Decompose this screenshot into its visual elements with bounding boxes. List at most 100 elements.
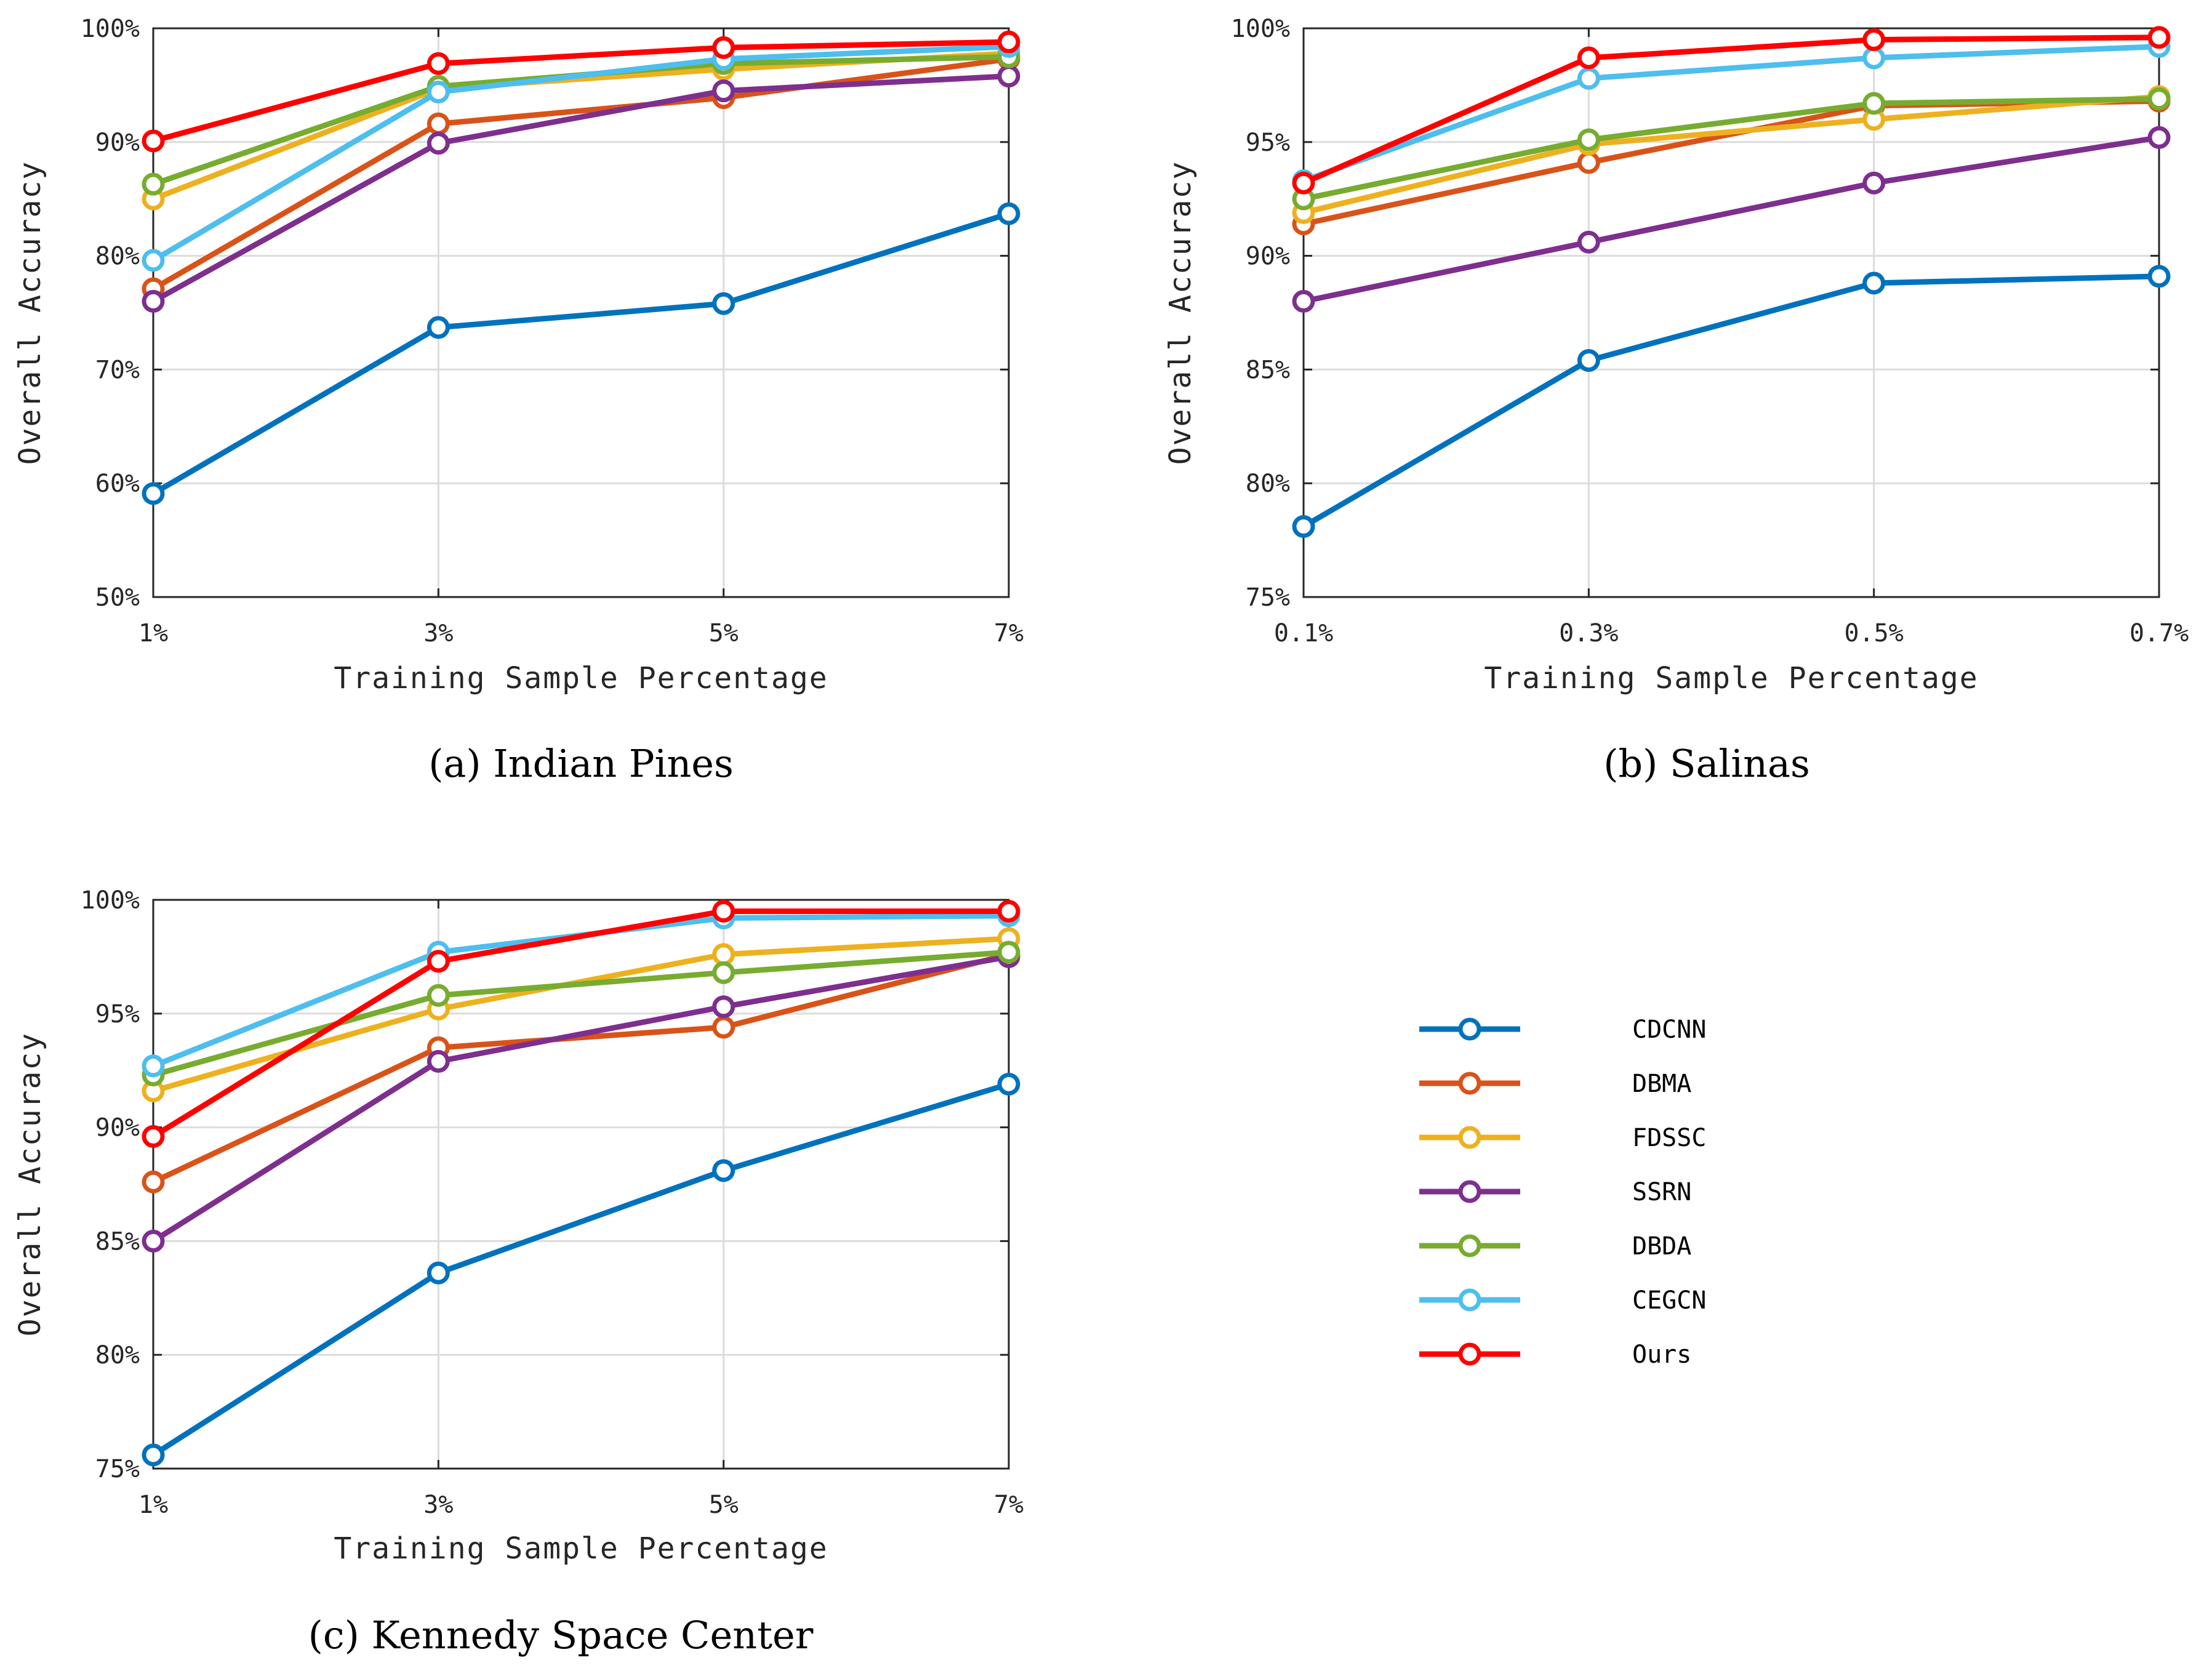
series-cegcn xyxy=(1292,35,2171,193)
series-dbda xyxy=(142,940,1020,1087)
series-line xyxy=(1302,94,2160,215)
series-ours xyxy=(142,899,1020,1148)
x-axis-label: Training Sample Percentage xyxy=(334,661,828,696)
data-point xyxy=(142,1170,165,1193)
legend-label: SSRN xyxy=(1632,1178,1691,1206)
data-point xyxy=(1862,271,1886,295)
series-dbma xyxy=(142,47,1020,300)
x-tick-label: 0.3% xyxy=(1559,619,1618,648)
data-point xyxy=(142,249,165,272)
x-tick-label: 7% xyxy=(994,619,1024,648)
x-tick-label: 0.7% xyxy=(2130,619,2189,648)
x-tick-label: 0.5% xyxy=(1845,619,1904,648)
legend: CDCNN DBMA FDSSC SSRN DBDA CEGCN Ours xyxy=(1419,1016,1706,1369)
legend-label: CEGCN xyxy=(1632,1286,1706,1315)
series-cdcnn xyxy=(142,202,1020,505)
y-axis-label: Overall Accuracy xyxy=(13,161,47,465)
chart-panel-3: 75% 80% 85% 90% 95% 100% 1% 3% 5% 7% Training Samp… xyxy=(13,886,1024,1658)
data-point xyxy=(142,1054,165,1078)
legend-entry-cdcnn: CDCNN xyxy=(1419,1016,1706,1044)
data-point xyxy=(427,1049,450,1073)
series-cegcn xyxy=(142,904,1020,1078)
series-ssrn xyxy=(142,945,1020,1253)
y-tick-label: 100% xyxy=(1231,15,1290,43)
y-tick-label: 95% xyxy=(1246,129,1290,157)
panel-caption: (a) Indian Pines xyxy=(428,741,734,786)
y-tick-label: 50% xyxy=(95,583,140,612)
series-line xyxy=(1302,34,2160,186)
data-point xyxy=(997,30,1020,54)
data-point xyxy=(427,52,450,75)
data-point xyxy=(142,129,165,153)
data-point xyxy=(2147,26,2171,49)
data-point xyxy=(142,172,165,196)
data-point xyxy=(1577,66,1600,90)
series-ssrn xyxy=(1292,126,2171,313)
series-cdcnn xyxy=(1292,265,2171,538)
legend-swatch-marker xyxy=(1458,1180,1481,1203)
series-line xyxy=(1302,273,2160,529)
data-point xyxy=(712,899,735,923)
series-line xyxy=(151,908,1009,1139)
data-point xyxy=(712,943,735,966)
x-tick-label: 5% xyxy=(709,1491,739,1519)
x-tick-label: 3% xyxy=(423,619,453,648)
panel-caption: (b) Salinas xyxy=(1603,741,1810,786)
series-line xyxy=(152,39,1009,144)
x-tick-label: 1% xyxy=(138,1491,168,1519)
data-point xyxy=(1577,349,1600,372)
data-point xyxy=(427,112,450,135)
data-point xyxy=(712,36,735,59)
legend-entry-ssrn: SSRN xyxy=(1419,1178,1691,1206)
data-point xyxy=(142,290,165,313)
legend-swatch-marker xyxy=(1458,1288,1481,1312)
series-line xyxy=(152,952,1010,1185)
y-tick-label: 90% xyxy=(1246,243,1290,271)
x-tick-label: 1% xyxy=(138,619,168,648)
series-line xyxy=(1302,44,2160,183)
series-line xyxy=(1303,134,2160,304)
y-tick-label: 75% xyxy=(95,1455,140,1483)
data-point xyxy=(712,1159,735,1182)
legend-entry-dbma: DBMA xyxy=(1419,1070,1691,1098)
y-tick-label: 85% xyxy=(1246,356,1290,384)
legend-entry-fdssc: FDSSC xyxy=(1419,1124,1706,1152)
series-line xyxy=(151,953,1009,1244)
legend-label: Ours xyxy=(1632,1341,1691,1369)
data-point xyxy=(142,1125,165,1148)
y-axis-label: Overall Accuracy xyxy=(13,1032,47,1336)
data-point xyxy=(142,1443,165,1467)
data-point xyxy=(997,899,1020,923)
legend-label: FDSSC xyxy=(1632,1124,1706,1152)
data-point xyxy=(712,79,735,103)
legend-label: DBDA xyxy=(1632,1232,1691,1261)
data-point xyxy=(1862,28,1886,51)
legend-swatch-marker xyxy=(1458,1234,1481,1257)
data-point xyxy=(1292,515,1315,538)
data-point xyxy=(427,80,450,103)
data-point xyxy=(142,1229,165,1253)
y-tick-label: 70% xyxy=(95,356,140,384)
data-point xyxy=(1862,92,1886,115)
x-tick-label: 3% xyxy=(423,1491,453,1519)
series-line xyxy=(151,44,1009,263)
data-point xyxy=(997,1072,1020,1096)
y-tick-label: 60% xyxy=(95,470,140,498)
y-tick-label: 90% xyxy=(95,129,140,157)
legend-swatch-marker xyxy=(1458,1342,1481,1366)
legend-swatch-marker xyxy=(1458,1017,1481,1041)
data-point xyxy=(2147,126,2171,149)
data-point xyxy=(2147,87,2171,111)
series-line xyxy=(151,73,1009,304)
series-line xyxy=(151,1081,1010,1457)
series-ssrn xyxy=(142,65,1020,313)
data-point xyxy=(712,961,735,984)
y-tick-label: 75% xyxy=(1246,583,1290,612)
y-axis-label: Overall Accuracy xyxy=(1163,161,1198,465)
data-point xyxy=(1577,151,1600,174)
y-tick-label: 90% xyxy=(95,1114,140,1142)
data-point xyxy=(1292,171,1315,194)
y-tick-label: 80% xyxy=(95,243,140,271)
panel-caption: (c) Kennedy Space Center xyxy=(308,1613,814,1658)
